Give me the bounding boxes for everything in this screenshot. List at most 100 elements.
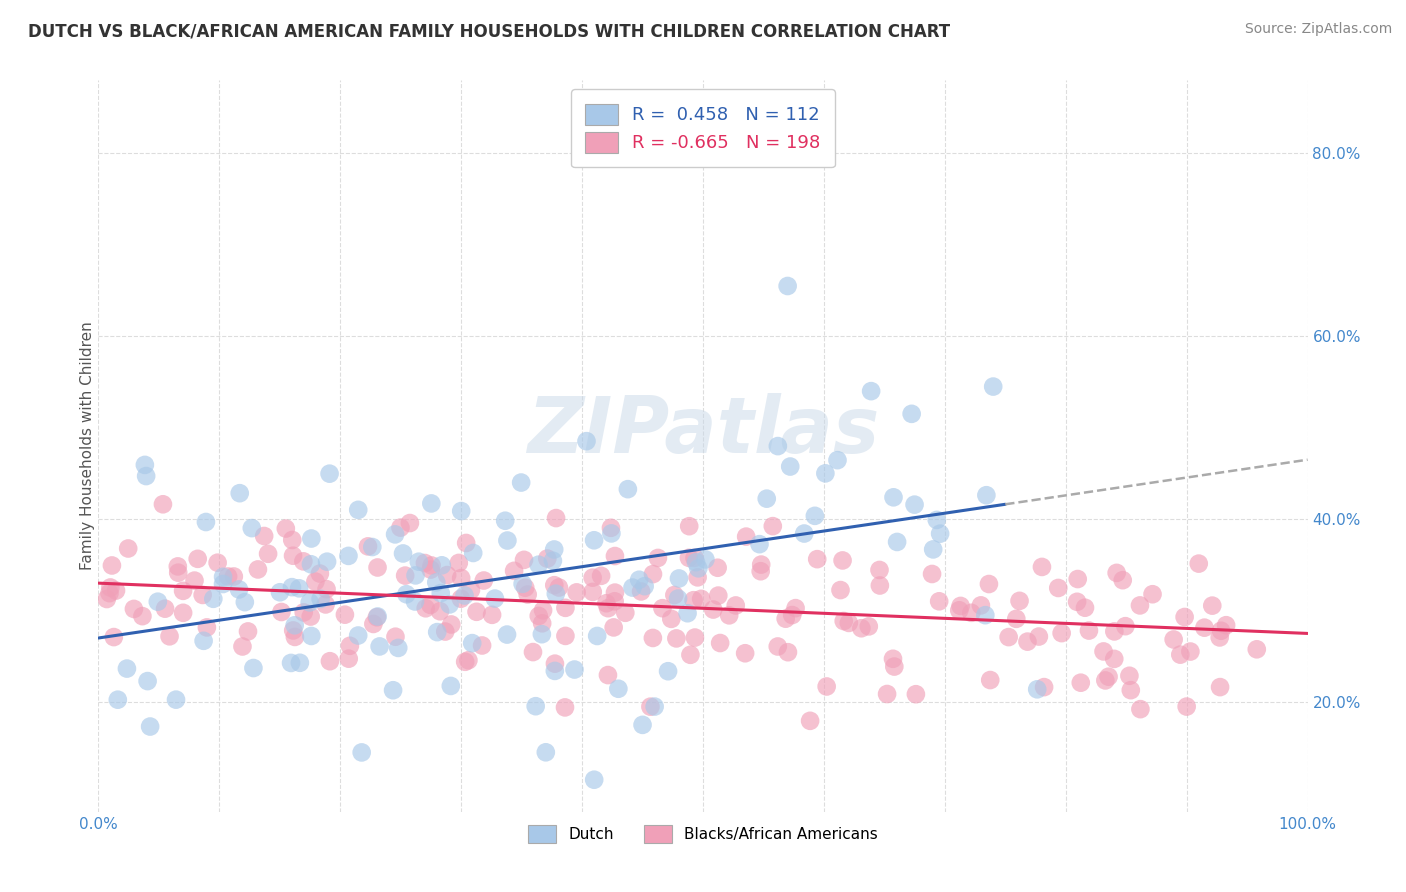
Point <box>1102 652 1125 666</box>
Point <box>603 549 626 563</box>
Point <box>284 630 307 644</box>
Point <box>858 619 880 633</box>
Point <box>678 519 700 533</box>
Point <box>527 558 550 572</box>
Point <box>187 551 209 566</box>
Point <box>997 630 1019 644</box>
Point <box>544 587 567 601</box>
Point <box>1208 631 1230 645</box>
Point <box>748 537 770 551</box>
Point <box>1050 626 1073 640</box>
Point <box>191 588 214 602</box>
Point <box>299 609 322 624</box>
Point <box>776 279 799 293</box>
Point <box>440 679 463 693</box>
Point <box>281 580 304 594</box>
Point <box>524 699 547 714</box>
Point <box>882 652 904 666</box>
Point <box>194 515 217 529</box>
Point <box>804 508 827 523</box>
Point <box>970 599 993 613</box>
Point <box>548 581 571 595</box>
Point <box>1215 618 1237 632</box>
Point <box>641 567 664 582</box>
Point <box>565 585 588 599</box>
Point <box>292 606 315 620</box>
Point <box>426 625 449 640</box>
Point <box>583 772 606 787</box>
Point <box>139 720 162 734</box>
Point <box>1114 619 1136 633</box>
Point <box>666 591 689 606</box>
Point <box>512 577 534 591</box>
Point <box>554 700 576 714</box>
Point <box>440 617 463 632</box>
Point <box>527 608 550 623</box>
Point <box>367 609 389 624</box>
Point <box>541 554 564 568</box>
Point <box>948 603 970 617</box>
Point <box>240 521 263 535</box>
Point <box>1119 683 1142 698</box>
Point <box>749 564 772 578</box>
Point <box>602 620 624 634</box>
Point <box>236 624 259 639</box>
Point <box>212 570 235 584</box>
Point <box>503 564 526 578</box>
Point <box>1246 642 1268 657</box>
Point <box>544 511 567 525</box>
Point <box>165 692 187 706</box>
Point <box>283 624 305 638</box>
Point <box>453 589 475 603</box>
Point <box>544 657 567 671</box>
Point <box>554 600 576 615</box>
Point <box>429 604 451 618</box>
Point <box>1070 675 1092 690</box>
Point <box>799 714 821 728</box>
Point <box>776 645 799 659</box>
Point <box>387 640 409 655</box>
Point <box>436 568 458 582</box>
Point <box>628 573 651 587</box>
Point <box>107 692 129 706</box>
Point <box>869 578 891 592</box>
Point <box>631 718 654 732</box>
Point <box>651 601 673 615</box>
Point <box>582 585 605 599</box>
Point <box>515 581 537 595</box>
Point <box>429 586 451 600</box>
Point <box>319 654 342 668</box>
Point <box>115 662 138 676</box>
Point <box>925 513 948 527</box>
Point <box>233 595 256 609</box>
Point <box>544 664 567 678</box>
Point <box>392 546 415 560</box>
Point <box>183 574 205 588</box>
Point <box>253 529 276 543</box>
Point <box>357 540 380 554</box>
Point <box>101 558 124 573</box>
Point <box>860 384 883 398</box>
Point <box>367 560 389 574</box>
Point <box>153 601 176 615</box>
Point <box>1031 560 1053 574</box>
Text: DUTCH VS BLACK/AFRICAN AMERICAN FAMILY HOUSEHOLDS WITH CHILDREN CORRELATION CHAR: DUTCH VS BLACK/AFRICAN AMERICAN FAMILY H… <box>28 22 950 40</box>
Point <box>979 673 1001 687</box>
Point <box>212 577 235 591</box>
Point <box>471 639 494 653</box>
Point <box>207 556 229 570</box>
Point <box>413 556 436 570</box>
Point <box>554 629 576 643</box>
Point <box>1163 632 1185 647</box>
Point <box>288 656 311 670</box>
Legend: Dutch, Blacks/African Americans: Dutch, Blacks/African Americans <box>516 814 890 855</box>
Point <box>685 555 707 569</box>
Point <box>496 627 519 641</box>
Point <box>405 568 427 582</box>
Point <box>814 467 837 481</box>
Point <box>806 552 828 566</box>
Point <box>270 605 292 619</box>
Point <box>281 533 304 547</box>
Point <box>755 491 778 506</box>
Point <box>242 661 264 675</box>
